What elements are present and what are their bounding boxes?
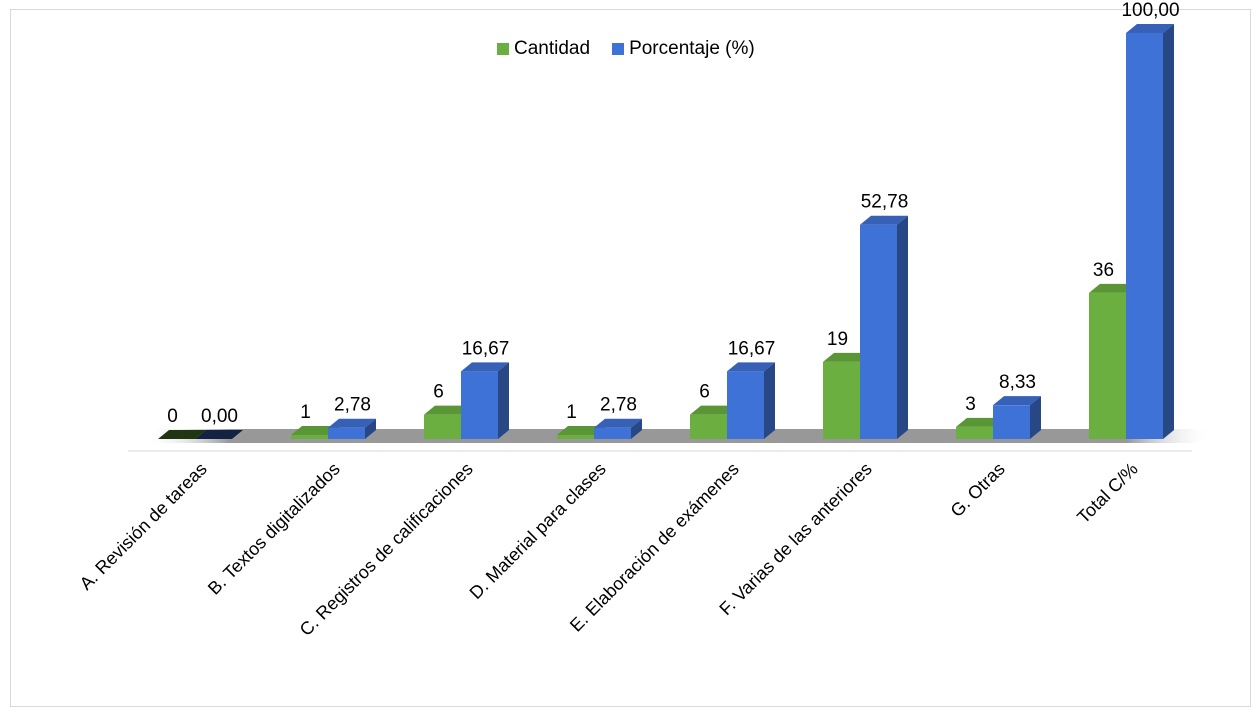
bar-front-face <box>461 371 498 439</box>
bar-front-face <box>956 426 993 439</box>
legend-item-cantidad: Cantidad <box>497 38 590 60</box>
bar-front-face <box>823 361 860 439</box>
bar-top-face <box>594 418 642 428</box>
data-label-cantidad-6: 3 <box>965 394 976 415</box>
bar-porcentaje-7 <box>1126 24 1174 439</box>
legend-swatch-cantidad <box>497 43 509 55</box>
bar-porcentaje-1 <box>328 418 376 439</box>
bar-top-face <box>424 405 472 415</box>
bar-top-face <box>956 417 1004 427</box>
bar-front-face <box>291 434 328 439</box>
data-label-cantidad-7: 36 <box>1093 260 1114 281</box>
bar-front-face <box>993 405 1030 439</box>
bar-front-face <box>1089 292 1126 439</box>
data-label-porcentaje-2: 16,67 <box>462 338 510 359</box>
legend-label-cantidad: Cantidad <box>514 38 591 59</box>
data-label-porcentaje-6: 8,33 <box>999 372 1036 393</box>
bar-side-face <box>498 362 509 439</box>
bar-top-face <box>1089 283 1137 293</box>
bar-top-face <box>823 352 871 362</box>
bar-porcentaje-6 <box>993 396 1041 439</box>
bar-top-face <box>557 425 605 435</box>
data-label-cantidad-1: 1 <box>300 402 311 423</box>
bar-front-face <box>424 414 461 439</box>
data-label-cantidad-5: 19 <box>827 329 848 350</box>
legend-label-porcentaje: Porcentaje (%) <box>629 38 755 59</box>
bar-porcentaje-4 <box>727 362 775 439</box>
bar-porcentaje-2 <box>461 362 509 439</box>
legend-item-porcentaje: Porcentaje (%) <box>612 38 755 60</box>
data-label-porcentaje-0: 0,00 <box>201 406 238 427</box>
category-label-3: D. Material para clases <box>466 459 610 603</box>
category-label-7: Total C/% <box>1073 459 1142 528</box>
data-label-porcentaje-4: 16,67 <box>728 338 776 359</box>
bar-front-face <box>727 371 764 439</box>
bar-front-face <box>594 427 631 439</box>
bar-front-face <box>860 224 897 439</box>
bar-side-face <box>631 418 642 439</box>
category-label-6: G. Otras <box>947 459 1009 521</box>
bar-top-face <box>328 418 376 428</box>
data-label-porcentaje-5: 52,78 <box>861 192 909 213</box>
bar-top-face <box>291 425 339 435</box>
bar-top-face <box>690 405 738 415</box>
data-label-porcentaje-1: 2,78 <box>334 395 371 416</box>
bar-front-face <box>1126 33 1163 439</box>
data-label-cantidad-0: 0 <box>167 406 178 427</box>
bar-porcentaje-5 <box>860 215 908 439</box>
bar-porcentaje-0 <box>195 430 243 439</box>
bar-top-face <box>993 396 1041 406</box>
bar-top-face <box>1126 24 1174 33</box>
bar-top-face <box>727 362 775 372</box>
bar-top-face <box>860 215 908 225</box>
bar-cantidad-0 <box>158 430 206 439</box>
bar-side-face <box>365 418 376 439</box>
chart-floor <box>144 429 1212 443</box>
category-label-5: F. Varias de las anteriores <box>715 459 875 619</box>
data-label-cantidad-2: 6 <box>433 382 444 403</box>
data-label-porcentaje-3: 2,78 <box>600 395 637 416</box>
bar-top-face <box>461 362 509 372</box>
data-label-cantidad-3: 1 <box>566 402 577 423</box>
data-label-porcentaje-7: 100,00 <box>1121 0 1179 21</box>
bar-top-face <box>158 430 206 439</box>
bar-side-face <box>764 362 775 439</box>
category-label-1: B. Textos digitalizados <box>204 459 344 599</box>
bar-front-face <box>557 434 594 439</box>
chart-legend: Cantidad Porcentaje (%) <box>497 38 777 60</box>
bar-top-face <box>195 430 243 439</box>
bar-porcentaje-3 <box>594 418 642 439</box>
bar-front-face <box>328 427 365 439</box>
bar-front-face <box>690 414 727 439</box>
bar-side-face <box>897 215 908 439</box>
chart-frame <box>10 9 1251 707</box>
bar-side-face <box>1030 396 1041 439</box>
legend-swatch-porcentaje <box>612 43 625 55</box>
bar-side-face <box>1163 24 1174 439</box>
data-label-cantidad-4: 6 <box>699 382 710 403</box>
category-label-0: A. Revisión de tareas <box>76 459 211 594</box>
